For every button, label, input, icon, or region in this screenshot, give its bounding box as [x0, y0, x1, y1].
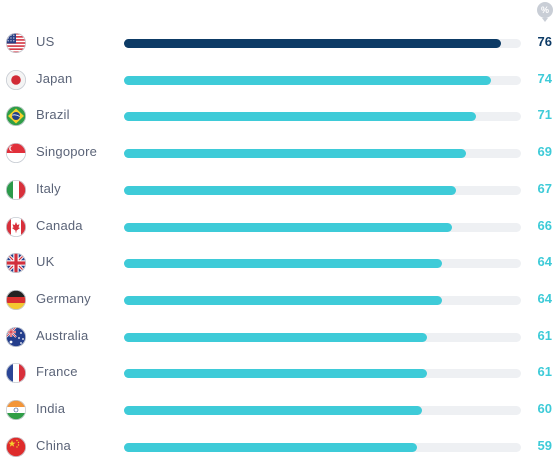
value-label: 59 — [537, 437, 552, 453]
country-label: US — [36, 34, 55, 49]
value-label: 69 — [537, 144, 552, 160]
italy-flag-icon — [6, 179, 26, 200]
bar — [124, 185, 457, 195]
bar-row: Germany 64 — [0, 285, 560, 315]
bar-track — [124, 406, 521, 415]
bar-row: Brazil 71 — [0, 101, 560, 131]
bar-track — [124, 369, 521, 379]
bar — [124, 406, 422, 415]
bar-row: Canada 66 — [0, 212, 560, 242]
country-label: Brazil — [36, 107, 70, 123]
bar-track — [124, 112, 521, 122]
value-label: 61 — [537, 327, 552, 343]
bar — [124, 112, 477, 122]
china-flag-icon — [6, 436, 26, 457]
bar — [124, 39, 502, 48]
value-label: 60 — [537, 401, 552, 416]
singapore-flag-icon — [6, 143, 26, 164]
bar-track — [124, 442, 521, 452]
uk-flag-icon — [6, 253, 26, 274]
bar — [124, 222, 452, 232]
bar-row: India 60 — [0, 395, 560, 425]
country-label: Germany — [36, 290, 91, 306]
australia-flag-icon — [6, 326, 26, 347]
brazil-flag-icon — [6, 106, 26, 127]
bar-track — [124, 149, 521, 159]
percent-unit-badge: % — [537, 2, 553, 22]
bar-track — [124, 295, 521, 305]
india-flag-icon — [6, 400, 26, 420]
bar — [124, 295, 442, 305]
bar — [124, 259, 442, 269]
us-flag-icon — [6, 33, 26, 53]
bar-row: Singopore 69 — [0, 138, 560, 168]
bar — [124, 75, 492, 85]
country-label: India — [36, 401, 66, 416]
japan-flag-icon — [6, 69, 26, 90]
bar — [124, 442, 417, 452]
country-label: UK — [36, 254, 55, 270]
canada-flag-icon — [6, 216, 26, 237]
bar-track — [124, 222, 521, 232]
country-label: Italy — [36, 180, 61, 196]
value-label: 74 — [537, 70, 552, 86]
bar-row: Italy 67 — [0, 175, 560, 205]
bar-row: France 61 — [0, 358, 560, 388]
value-label: 64 — [537, 254, 552, 270]
country-label: Canada — [36, 217, 83, 233]
value-label: 64 — [537, 290, 552, 306]
value-label: 76 — [537, 34, 552, 49]
germany-flag-icon — [6, 289, 26, 310]
bar-track — [124, 75, 521, 85]
value-label: 67 — [537, 180, 552, 196]
country-label: France — [36, 364, 78, 380]
country-label: Japan — [36, 70, 73, 86]
country-label: Australia — [36, 327, 89, 343]
france-flag-icon — [6, 363, 26, 384]
bar-row: UK 64 — [0, 248, 560, 278]
country-label: China — [36, 437, 71, 453]
bar-track — [124, 185, 521, 195]
value-label: 61 — [537, 364, 552, 380]
bar-row: Japan 74 — [0, 65, 560, 95]
bar — [124, 149, 467, 159]
bar-track — [124, 39, 521, 48]
bar-row: Australia 61 — [0, 322, 560, 352]
bar-track — [124, 332, 521, 342]
value-label: 71 — [537, 107, 552, 123]
bar — [124, 369, 427, 379]
country-label: Singopore — [36, 144, 98, 160]
bar-row: China 59 — [0, 432, 560, 462]
value-label: 66 — [537, 217, 552, 233]
bar-row: US 76 — [0, 28, 560, 58]
bar — [124, 332, 427, 342]
bar-track — [124, 259, 521, 269]
